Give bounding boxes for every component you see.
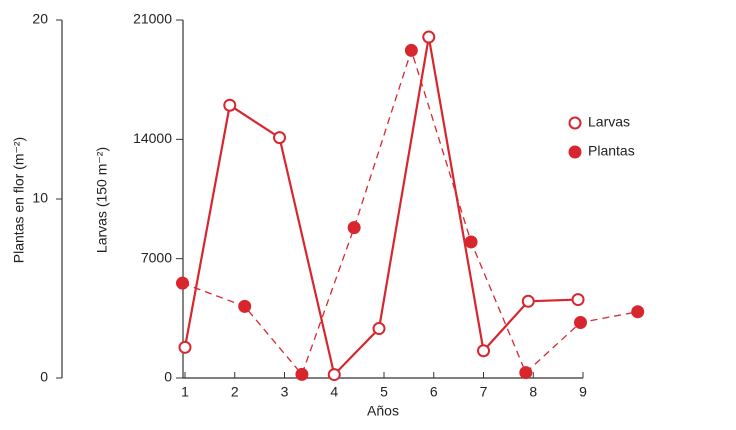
y-tick-label: 10 (32, 190, 48, 206)
data-point (273, 131, 287, 145)
data-point (295, 367, 309, 381)
x-tick-label: 8 (529, 384, 537, 400)
legend-marker (568, 145, 582, 159)
data-point (574, 316, 588, 330)
data-point (521, 294, 535, 308)
y-axis-label: Plantas en flor (m⁻²) (11, 137, 27, 263)
y-tick-label: 20 (32, 11, 48, 27)
y-tick-label: 0 (40, 369, 48, 385)
data-point (238, 299, 252, 313)
x-tick-label: 6 (430, 384, 438, 400)
y2-tick-label: 7000 (141, 249, 172, 265)
data-point (631, 305, 645, 319)
y2-tick-label: 14000 (133, 130, 172, 146)
x-tick-label: 4 (330, 384, 338, 400)
legend-label: Larvas (588, 114, 630, 130)
legend-label: Plantas (588, 143, 635, 159)
data-point (347, 221, 361, 235)
data-point (519, 366, 533, 380)
y2-tick-label: 21000 (133, 11, 172, 27)
data-point (178, 340, 192, 354)
data-point (404, 43, 418, 57)
y2-axis-label: Larvas (150 m⁻²) (94, 147, 110, 253)
x-tick-label: 9 (579, 384, 587, 400)
data-point (176, 276, 190, 290)
data-point (571, 293, 585, 307)
data-point (477, 344, 490, 358)
x-tick-label: 7 (480, 384, 488, 400)
x-tick-label: 2 (231, 384, 239, 400)
x-tick-label: 1 (181, 384, 189, 400)
x-axis-label: Años (367, 403, 399, 419)
data-point (223, 98, 237, 112)
legend-marker (568, 116, 582, 130)
data-point (372, 322, 386, 336)
data-point (464, 235, 478, 249)
data-point (327, 368, 341, 382)
x-tick-label: 3 (281, 384, 289, 400)
series-line (182, 48, 638, 376)
data-point (422, 30, 436, 44)
y2-tick-label: 0 (164, 369, 172, 385)
x-tick-label: 5 (380, 384, 388, 400)
